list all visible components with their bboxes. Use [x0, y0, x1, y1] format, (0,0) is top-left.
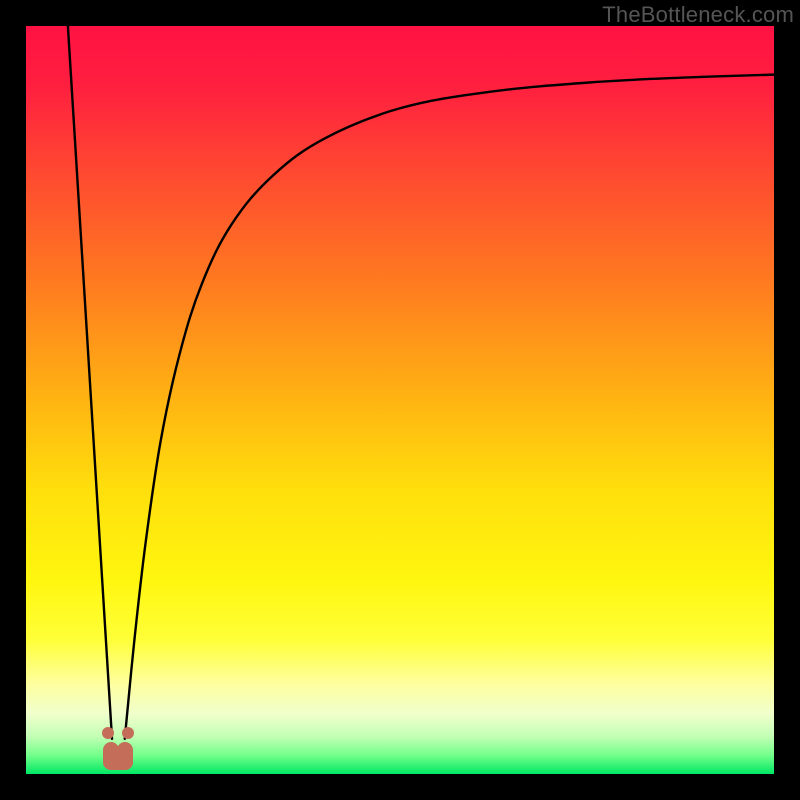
- bottleneck-curve: [68, 26, 774, 739]
- watermark-text: TheBottleneck.com: [602, 2, 794, 28]
- chart-container: TheBottleneck.com: [0, 0, 800, 800]
- u-join: [103, 754, 132, 770]
- curve-overlay: [26, 26, 774, 774]
- min-dot-2: [122, 727, 134, 739]
- min-dot-1: [102, 727, 114, 739]
- plot-area: [26, 26, 774, 774]
